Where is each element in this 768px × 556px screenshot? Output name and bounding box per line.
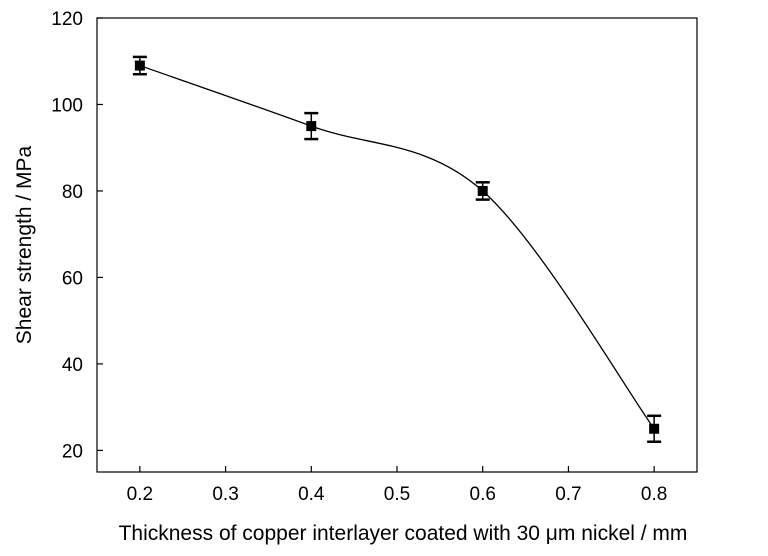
axis-ticks (97, 17, 655, 472)
y-axis-title: Shear strength / MPa (13, 145, 36, 344)
x-tick-label: 0.8 (641, 484, 667, 505)
fit-curve (139, 64, 655, 430)
x-tick-label: 0.6 (470, 484, 496, 505)
data-point (477, 185, 488, 196)
x-tick-label: 0.7 (555, 484, 581, 505)
y-tick-label: 40 (62, 355, 83, 376)
x-tick-label: 0.2 (127, 484, 153, 505)
y-tick-label: 80 (62, 182, 83, 203)
y-tick-label: 120 (51, 9, 83, 30)
x-tick-label: 0.5 (384, 484, 410, 505)
y-tick-label: 60 (62, 268, 83, 289)
data-point (306, 121, 317, 132)
y-tick-label: 100 (51, 95, 83, 116)
y-tick-label: 20 (62, 441, 83, 462)
plot-frame (96, 17, 698, 473)
axis-tick-labels: 0.2 0.3 0.4 0.5 0.6 0.7 0.8 20 40 60 80 100 120 (51, 9, 667, 505)
data-point (649, 423, 660, 434)
data-markers (134, 60, 660, 434)
error-bars (132, 55, 662, 443)
x-tick-label: 0.4 (298, 484, 325, 505)
data-point (134, 60, 145, 71)
x-tick-label: 0.3 (212, 484, 238, 505)
x-axis-title: Thickness of copper interlayer coated wi… (119, 522, 688, 545)
